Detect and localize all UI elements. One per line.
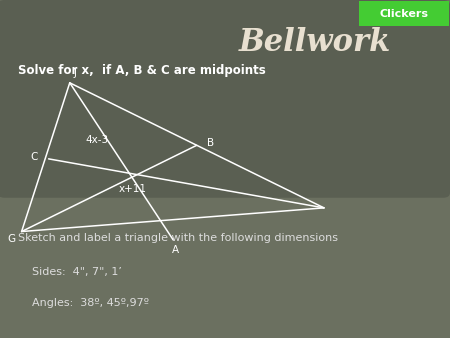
FancyBboxPatch shape bbox=[359, 1, 449, 26]
Text: 4x-3: 4x-3 bbox=[85, 135, 108, 145]
Text: C: C bbox=[31, 152, 38, 162]
Text: A: A bbox=[172, 245, 179, 255]
Text: Bellwork: Bellwork bbox=[239, 27, 391, 58]
Text: Clickers: Clickers bbox=[379, 8, 428, 19]
Text: Sides:  4", 7", 1’: Sides: 4", 7", 1’ bbox=[18, 267, 122, 277]
FancyBboxPatch shape bbox=[0, 0, 450, 198]
Text: x+11: x+11 bbox=[119, 184, 147, 194]
Text: J: J bbox=[74, 68, 76, 78]
Text: G: G bbox=[8, 234, 16, 244]
Text: B: B bbox=[207, 138, 215, 148]
Text: Solve for x,  if A, B & C are midpoints: Solve for x, if A, B & C are midpoints bbox=[18, 65, 266, 77]
Text: Sketch and label a triangle with the following dimensions: Sketch and label a triangle with the fol… bbox=[18, 233, 338, 243]
Text: Angles:  38º, 45º,97º: Angles: 38º, 45º,97º bbox=[18, 297, 149, 308]
